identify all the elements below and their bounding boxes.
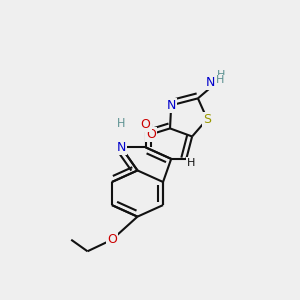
Text: O: O [141,118,151,131]
Text: O: O [107,233,117,246]
Text: S: S [203,113,211,126]
Text: H: H [187,158,195,168]
Text: O: O [146,128,156,141]
Text: N: N [116,141,126,154]
Text: H: H [117,118,125,128]
Text: H: H [217,70,225,80]
Text: N: N [206,76,215,89]
Text: H: H [216,75,225,85]
Text: N: N [167,99,176,112]
Text: H: H [117,119,125,129]
